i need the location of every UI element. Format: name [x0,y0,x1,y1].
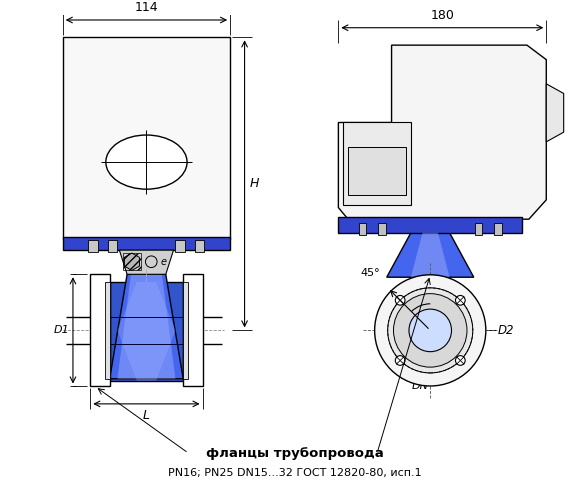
Circle shape [375,275,486,386]
Bar [494,223,502,234]
Bar [175,240,185,252]
Bar [105,282,109,379]
Bar [348,147,406,195]
Bar [108,240,118,252]
Polygon shape [546,84,564,142]
Circle shape [393,294,467,367]
Text: L: L [143,409,150,422]
Circle shape [456,296,465,305]
Bar [63,236,230,250]
Circle shape [146,256,157,268]
Polygon shape [118,275,175,379]
Bar [123,253,141,271]
Polygon shape [119,250,173,275]
Circle shape [395,356,405,365]
Text: фланцы трубопровода: фланцы трубопровода [206,447,384,460]
Text: DN: DN [412,381,429,391]
Bar [343,122,411,205]
Text: D2: D2 [498,324,514,337]
Bar [90,275,109,386]
Bar [183,275,203,386]
Bar [183,282,188,379]
Bar [338,217,522,233]
Polygon shape [118,282,175,381]
Bar [109,282,183,381]
Text: PN16; PN25 DN15...32 ГОСТ 12820-80, исп.1: PN16; PN25 DN15...32 ГОСТ 12820-80, исп.… [168,467,422,477]
Bar [63,38,230,238]
Bar [359,223,367,234]
Text: 45°: 45° [361,269,380,279]
Text: 4отв. d: 4отв. d [396,287,435,297]
Circle shape [456,356,465,365]
Polygon shape [109,275,183,379]
Text: 180: 180 [431,9,455,22]
Bar [475,223,482,234]
Polygon shape [338,45,546,219]
Text: H: H [250,177,259,190]
Text: D1: D1 [54,325,69,335]
Bar [195,240,204,252]
Circle shape [409,309,452,352]
Circle shape [395,296,405,305]
Polygon shape [411,233,449,277]
Text: e: e [161,257,167,267]
Text: 114: 114 [134,1,158,14]
Bar [378,223,386,234]
Bar [88,240,98,252]
Ellipse shape [106,135,187,189]
Circle shape [388,288,473,373]
Polygon shape [386,233,474,277]
